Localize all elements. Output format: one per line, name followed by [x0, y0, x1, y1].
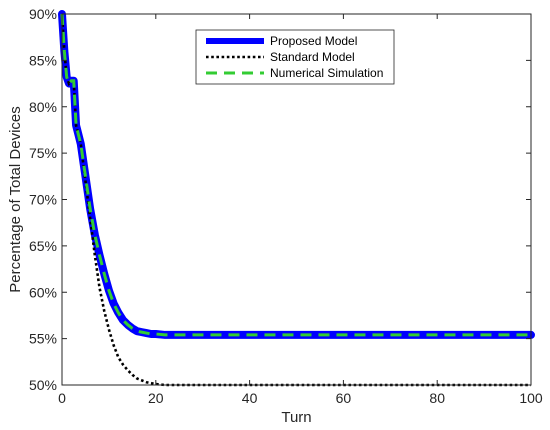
y-tick-label: 65% — [29, 238, 57, 254]
y-tick-label: 80% — [29, 99, 57, 115]
y-tick-label: 90% — [29, 6, 57, 22]
y-tick-label: 85% — [29, 52, 57, 68]
y-tick-label: 50% — [29, 377, 57, 393]
y-axis-label: Percentage of Total Devices — [7, 106, 24, 293]
y-tick-label: 70% — [29, 192, 57, 208]
x-axis-label: Turn — [281, 409, 311, 426]
x-tick-label: 40 — [242, 390, 258, 406]
x-tick-label: 20 — [148, 390, 164, 406]
x-tick-label: 60 — [336, 390, 352, 406]
y-tick-label: 75% — [29, 145, 57, 161]
y-tick-label: 55% — [29, 331, 57, 347]
x-tick-label: 100 — [519, 390, 543, 406]
x-tick-label: 80 — [429, 390, 445, 406]
legend-label-0: Proposed Model — [270, 34, 357, 48]
series-line-1 — [60, 13, 531, 387]
x-tick-label: 0 — [58, 390, 66, 406]
legend-label-1: Standard Model — [270, 50, 355, 64]
legend: Proposed Model Standard Model Numerical Si… — [195, 29, 395, 85]
series-layer — [58, 10, 535, 387]
ticks-layer: 0 20 40 60 80 100 50% 55% 60% 65% 70% 75% 80% 85% 90% — [29, 6, 543, 406]
legend-label-2: Numerical Simulation — [270, 66, 383, 80]
series-line-2 — [60, 13, 531, 337]
y-tick-label: 60% — [29, 284, 57, 300]
